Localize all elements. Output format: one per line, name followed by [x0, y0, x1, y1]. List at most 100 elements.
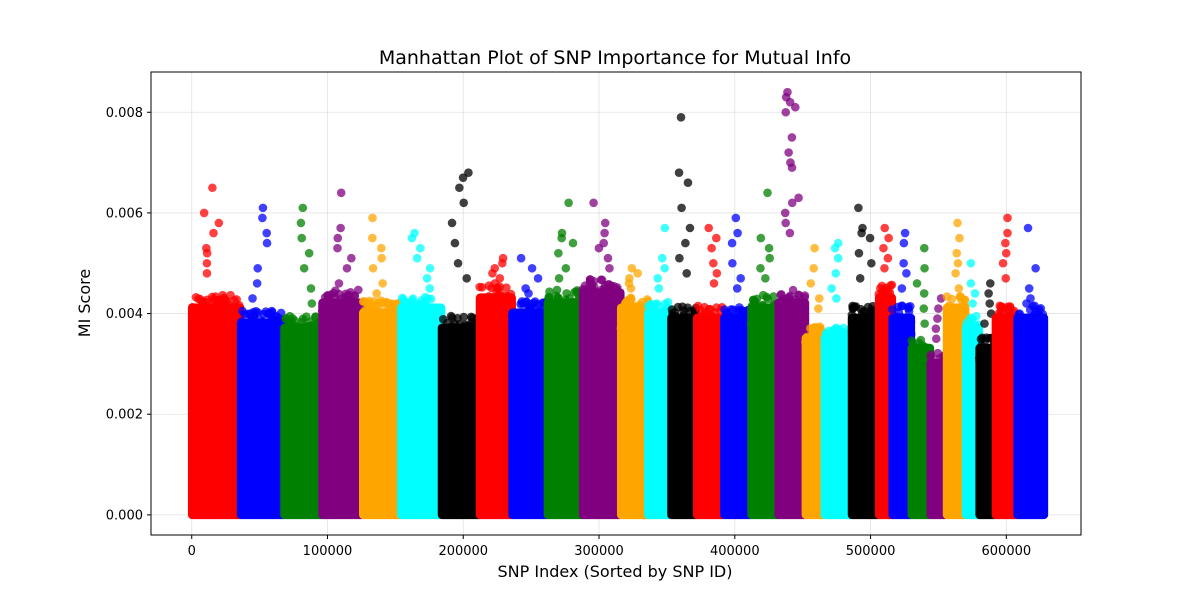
snp-point — [324, 314, 334, 324]
y-axis-ticks: 0.000 0.002 0.004 0.006 0.008 — [106, 106, 151, 523]
chromosome-body — [318, 298, 367, 520]
snp-point — [679, 310, 689, 320]
snp-point — [766, 305, 776, 314]
snp-point — [828, 333, 837, 342]
snp-point — [411, 302, 421, 312]
snp-outlier-point — [464, 168, 473, 177]
y-tick-label: 0.004 — [106, 307, 143, 322]
snp-outlier-point — [933, 314, 942, 323]
snp-outlier-point — [368, 213, 377, 223]
snp-outlier-point — [727, 238, 737, 248]
snp-point — [751, 308, 760, 317]
snp-point — [903, 317, 912, 327]
snp-point — [556, 303, 566, 312]
snp-outlier-point — [633, 269, 643, 278]
snp-outlier-point — [1001, 274, 1011, 283]
snp-outlier-point — [425, 284, 435, 293]
snp-point — [863, 321, 872, 331]
snp-point — [955, 292, 965, 302]
snp-outlier-point — [833, 253, 843, 263]
snp-point — [781, 311, 791, 320]
chromosome-body — [667, 313, 701, 520]
snp-outlier-point — [931, 334, 941, 344]
snp-outlier-point — [453, 258, 463, 268]
x-tick-label: 600000 — [982, 544, 1032, 559]
snp-outlier-point — [707, 243, 716, 253]
snp-outlier-point — [879, 243, 888, 253]
snp-point — [386, 311, 395, 321]
chromosome-4-points — [318, 188, 367, 520]
snp-point — [763, 294, 773, 304]
snp-outlier-point — [709, 279, 719, 288]
snp-outlier-point — [682, 269, 691, 278]
chromosome-9-points — [507, 253, 552, 520]
snp-outlier-point — [854, 248, 864, 258]
snp-point — [322, 297, 331, 306]
snp-outlier-point — [568, 238, 578, 248]
snp-point — [961, 321, 971, 331]
snp-outlier-point — [998, 258, 1008, 268]
snp-point — [654, 318, 663, 328]
snp-outlier-point — [333, 243, 342, 253]
snp-point — [942, 292, 952, 301]
snp-point — [821, 329, 831, 338]
snp-point — [913, 352, 922, 362]
snp-outlier-point — [368, 233, 377, 243]
snp-outlier-point — [657, 253, 667, 263]
snp-point — [399, 323, 409, 333]
chromosome-14-points — [667, 112, 701, 520]
snp-point — [374, 298, 383, 308]
snp-point — [784, 292, 794, 302]
chromosome-body — [820, 333, 856, 520]
snp-outlier-point — [787, 198, 797, 208]
snp-point — [831, 324, 840, 334]
snp-outlier-point — [951, 269, 960, 278]
snp-point — [354, 285, 363, 295]
snp-point — [597, 275, 607, 285]
snp-outlier-point — [814, 294, 824, 303]
snp-point — [746, 320, 756, 329]
snp-point — [599, 284, 609, 293]
snp-point — [454, 329, 463, 339]
snp-outlier-point — [1001, 248, 1011, 258]
y-tick-label: 0.006 — [106, 206, 143, 221]
snp-outlier-point — [564, 198, 573, 208]
snp-outlier-point — [627, 263, 637, 273]
snp-point — [935, 354, 944, 363]
snp-outlier-point — [814, 304, 823, 313]
snp-outlier-point — [557, 233, 566, 243]
snp-outlier-point — [333, 233, 343, 243]
snp-outlier-point — [342, 263, 352, 273]
snp-outlier-point — [488, 269, 497, 278]
snp-outlier-point — [459, 198, 468, 208]
snp-outlier-point — [966, 258, 976, 268]
chromosome-body — [543, 298, 587, 520]
snp-point — [270, 324, 279, 334]
snp-point — [720, 305, 729, 314]
chromosome-16-points — [720, 213, 755, 520]
chromosome-8-points — [475, 253, 516, 520]
snp-outlier-point — [202, 269, 212, 278]
snp-outlier-point — [252, 279, 262, 288]
snp-outlier-point — [736, 274, 745, 283]
snp-outlier-point — [785, 228, 795, 238]
snp-point — [590, 294, 600, 304]
snp-point — [888, 304, 897, 314]
snp-point — [720, 317, 729, 326]
snp-outlier-point — [681, 238, 690, 248]
snp-outlier-point — [248, 294, 257, 303]
snp-outlier-point — [712, 269, 722, 278]
snp-outlier-point — [897, 284, 907, 293]
data-points — [187, 87, 1049, 520]
snp-outlier-point — [208, 183, 217, 193]
snp-point — [482, 302, 492, 312]
snp-point — [1026, 318, 1036, 327]
snp-outlier-point — [377, 253, 386, 263]
chromosome-body — [644, 308, 675, 520]
snp-outlier-point — [919, 289, 929, 298]
snp-point — [802, 341, 812, 351]
snp-outlier-point — [953, 258, 963, 268]
snp-point — [777, 297, 786, 306]
snp-outlier-point — [455, 183, 464, 193]
snp-point — [288, 314, 297, 323]
